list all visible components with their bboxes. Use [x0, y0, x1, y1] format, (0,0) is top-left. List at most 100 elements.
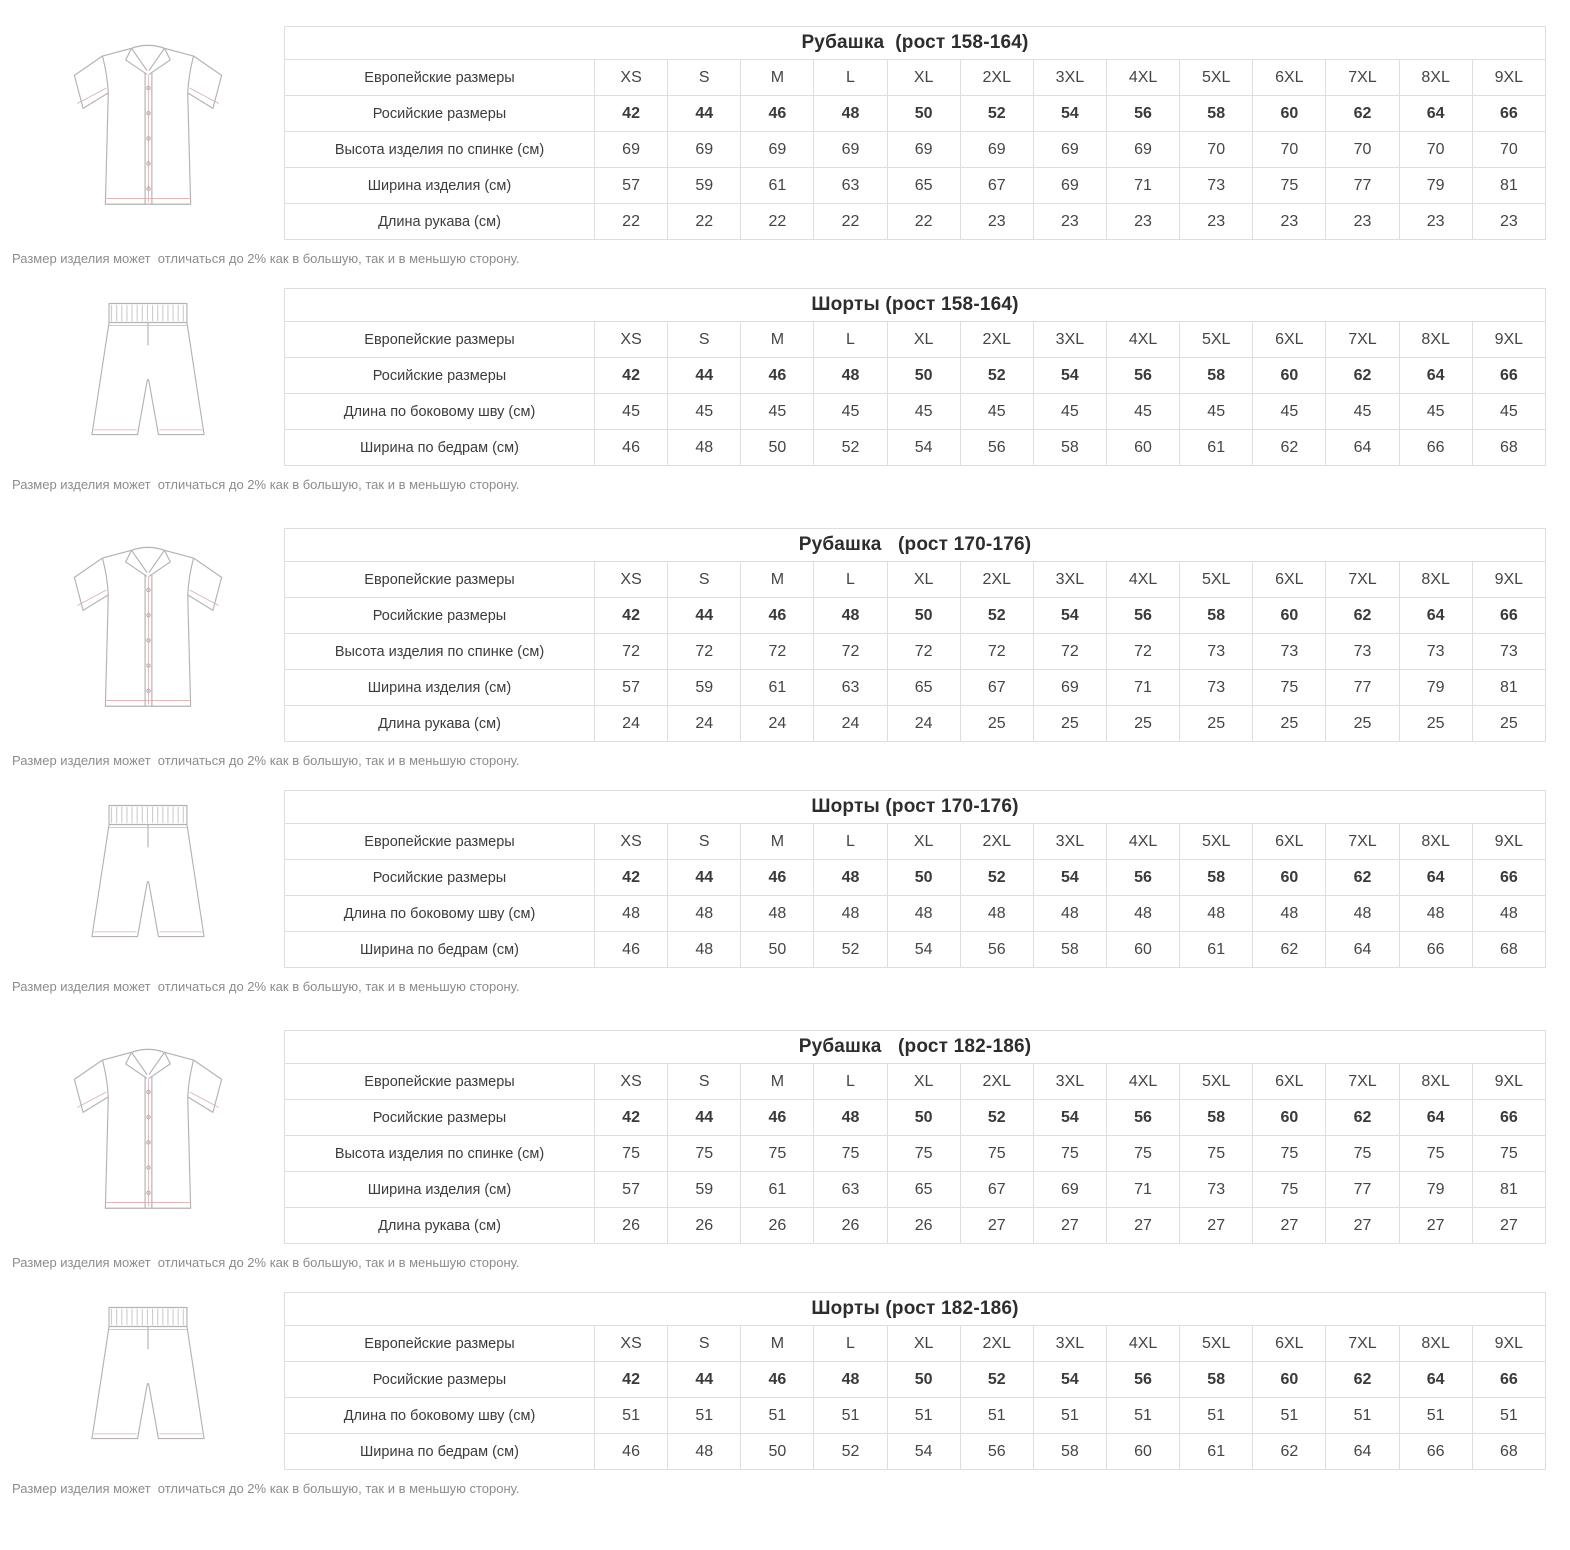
size-tolerance-note: Размер изделия может отличаться до 2% ка…	[12, 251, 520, 266]
size-value-cell: 7XL	[1325, 823, 1400, 860]
size-value-cell: 50	[886, 1361, 961, 1398]
size-value-cell: 62	[1325, 1361, 1400, 1398]
table-row: Длина рукава (см) 24 24 24 24 24 25 25 25 25 25 25 2…	[284, 705, 1547, 742]
size-value-cell: 60	[1105, 1433, 1181, 1470]
size-value-cell: 48	[593, 895, 669, 932]
size-value-cell: XL	[886, 561, 961, 598]
size-value-cell: 2XL	[959, 59, 1034, 96]
size-value-cell: 42	[593, 859, 669, 896]
size-value-cell: 75	[1325, 1135, 1400, 1172]
size-value-cell: 24	[886, 705, 961, 742]
size-value-cell: 60	[1252, 859, 1327, 896]
size-value-cell: 27	[1398, 1207, 1473, 1244]
size-value-cell: 46	[740, 357, 815, 394]
size-value-cell: 6XL	[1252, 59, 1327, 96]
table-row: Ширина по бедрам (см) 46 48 50 52 54 56 58 60 61 6…	[284, 429, 1547, 466]
size-value-cell: M	[740, 59, 815, 96]
size-value-cell: 25	[1032, 705, 1107, 742]
size-value-cell: 50	[740, 931, 815, 968]
size-value-cell: 6XL	[1252, 1325, 1327, 1362]
row-label: Ширина изделия (см)	[284, 669, 595, 706]
size-value-cell: 73	[1179, 669, 1254, 706]
size-value-cell: 9XL	[1471, 59, 1547, 96]
size-value-cell: 75	[1398, 1135, 1473, 1172]
size-value-cell: 66	[1471, 859, 1547, 896]
size-value-cell: 61	[1179, 931, 1254, 968]
size-value-cell: 54	[886, 429, 961, 466]
size-value-cell: 26	[886, 1207, 961, 1244]
table-body: Европейские размеры XS S M L XL 2XL 3XL 4XL 5XL 6X…	[284, 59, 1547, 240]
size-value-cell: 59	[667, 167, 742, 204]
size-value-cell: XS	[593, 59, 669, 96]
size-value-cell: 75	[1252, 167, 1327, 204]
size-value-cell: 67	[959, 167, 1034, 204]
size-value-cell: 50	[886, 357, 961, 394]
size-value-cell: 48	[1398, 895, 1473, 932]
size-value-cell: 71	[1105, 1171, 1181, 1208]
size-value-cell: 26	[593, 1207, 669, 1244]
table-title: Шорты (рост 182-186)	[284, 1292, 1546, 1326]
size-value-cell: 79	[1398, 1171, 1473, 1208]
row-label: Европейские размеры	[284, 823, 595, 860]
row-label: Длина рукава (см)	[284, 1207, 595, 1244]
size-value-cell: 25	[1471, 705, 1547, 742]
size-value-cell: 27	[1252, 1207, 1327, 1244]
size-value-cell: L	[813, 561, 888, 598]
size-value-cell: S	[667, 561, 742, 598]
size-value-cell: 52	[959, 1361, 1034, 1398]
size-value-cell: 42	[593, 95, 669, 132]
size-value-cell: 48	[813, 95, 888, 132]
size-value-cell: 44	[667, 1099, 742, 1136]
table-row: Длина по боковому шву (см) 48 48 48 48 48 48 48…	[284, 895, 1547, 932]
table-row: Ширина по бедрам (см) 46 48 50 52 54 56 58 60 61 6…	[284, 1433, 1547, 1470]
size-value-cell: 52	[959, 357, 1034, 394]
title-row: Рубашка (рост 182-186)	[284, 1030, 1546, 1064]
size-value-cell: 4XL	[1105, 59, 1181, 96]
size-value-cell: 60	[1105, 931, 1181, 968]
table-body: Европейские размеры XS S M L XL 2XL 3XL 4XL 5XL 6X…	[284, 561, 1547, 742]
size-value-cell: 5XL	[1179, 1063, 1254, 1100]
size-value-cell: 48	[740, 895, 815, 932]
size-value-cell: 45	[667, 393, 742, 430]
size-value-cell: 54	[1032, 1099, 1107, 1136]
size-value-cell: 63	[813, 1171, 888, 1208]
size-value-cell: 44	[667, 1361, 742, 1398]
size-value-cell: 70	[1179, 131, 1254, 168]
table-title: Рубашка (рост 170-176)	[284, 528, 1546, 562]
size-value-cell: 61	[740, 1171, 815, 1208]
size-value-cell: 48	[667, 1433, 742, 1470]
size-value-cell: 27	[1032, 1207, 1107, 1244]
table-row: Длина по боковому шву (см) 45 45 45 45 45 45 45…	[284, 393, 1547, 430]
size-value-cell: 7XL	[1325, 1063, 1400, 1100]
size-value-cell: 48	[1471, 895, 1547, 932]
table-row: Росийские размеры 42 44 46 48 50 52 54 56 58 60 62 6…	[284, 1099, 1547, 1136]
table-body: Европейские размеры XS S M L XL 2XL 3XL 4XL 5XL 6X…	[284, 823, 1547, 968]
size-value-cell: 7XL	[1325, 561, 1400, 598]
size-value-cell: 8XL	[1398, 561, 1473, 598]
size-value-cell: 77	[1325, 167, 1400, 204]
size-value-cell: 72	[740, 633, 815, 670]
size-value-cell: XL	[886, 823, 961, 860]
size-value-cell: 51	[1325, 1397, 1400, 1434]
size-value-cell: 9XL	[1471, 321, 1547, 358]
size-value-cell: XL	[886, 321, 961, 358]
size-value-cell: 52	[959, 597, 1034, 634]
table-row: Росийские размеры 42 44 46 48 50 52 54 56 58 60 62 6…	[284, 859, 1547, 896]
row-label: Высота изделия по спинке (см)	[284, 1135, 595, 1172]
row-label: Европейские размеры	[284, 561, 595, 598]
garment-illustration	[12, 1292, 284, 1450]
size-value-cell: 54	[1032, 1361, 1107, 1398]
size-value-cell: 45	[1179, 393, 1254, 430]
size-value-cell: 62	[1252, 429, 1327, 466]
row-label: Ширина по бедрам (см)	[284, 1433, 595, 1470]
size-value-cell: 51	[1398, 1397, 1473, 1434]
size-value-cell: 65	[886, 1171, 961, 1208]
size-value-cell: 67	[959, 1171, 1034, 1208]
size-value-cell: 73	[1398, 633, 1473, 670]
size-value-cell: M	[740, 1063, 815, 1100]
size-value-cell: 46	[740, 859, 815, 896]
size-value-cell: 51	[1179, 1397, 1254, 1434]
size-table: Рубашка (рост 182-186) Европейские разме…	[284, 1030, 1547, 1244]
size-value-cell: 66	[1471, 357, 1547, 394]
size-value-cell: 46	[593, 931, 669, 968]
